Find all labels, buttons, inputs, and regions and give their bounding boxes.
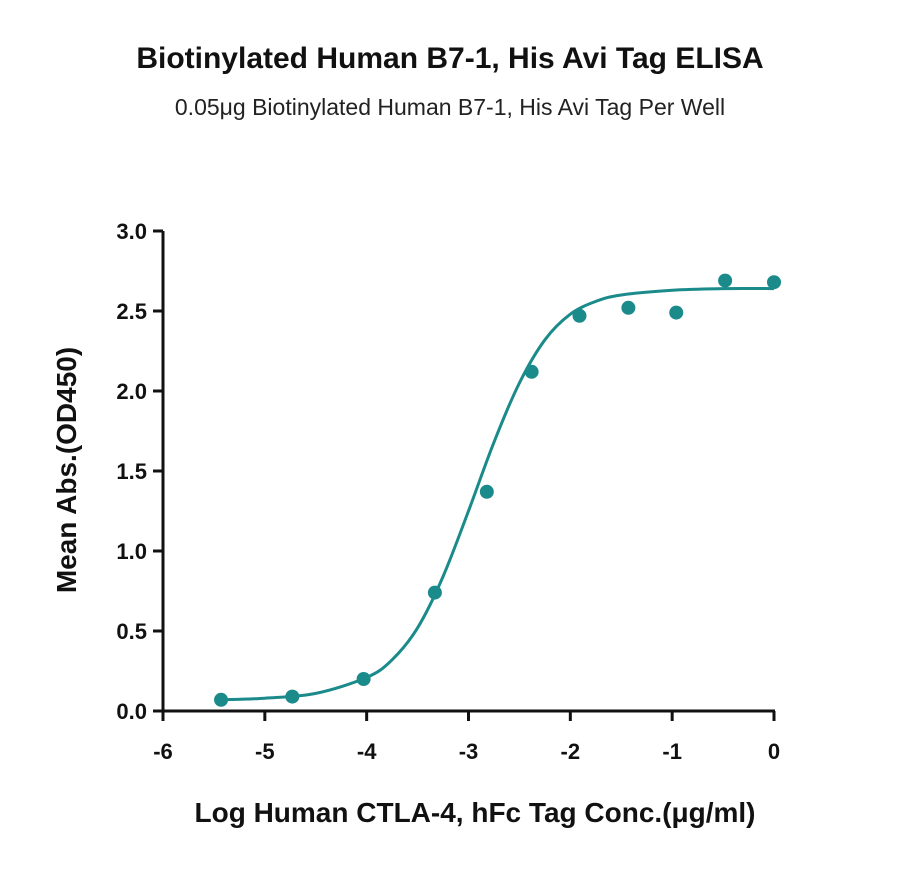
y-tick-label: 1.0 (116, 539, 147, 564)
data-point (356, 672, 371, 686)
axes: 0.0 0.5 1.0 1.5 2.0 2.5 3.0 -6 -5 -4 -3 -2 -1 0 (116, 219, 780, 764)
data-point (718, 273, 733, 288)
x-tick-label: -6 (153, 739, 173, 764)
y-tick-label: 0.5 (116, 619, 147, 644)
x-tick-label: -4 (357, 739, 377, 764)
y-tick-label: 2.5 (116, 299, 147, 324)
y-axis-label: Mean Abs.(OD450) (51, 347, 82, 593)
data-point (427, 585, 442, 600)
fit-curve-line (220, 286, 775, 702)
chart-title: Biotinylated Human B7-1, His Avi Tag ELI… (136, 42, 764, 75)
y-tick-label: 1.5 (116, 459, 147, 484)
x-tick-label: 0 (768, 739, 780, 764)
data-point (214, 692, 229, 707)
y-tick-label: 0.0 (116, 699, 147, 724)
data-points-layer (214, 273, 781, 707)
x-tick-label: -1 (662, 739, 682, 764)
x-tick-label: -3 (459, 739, 479, 764)
data-point (479, 484, 494, 499)
data-point (621, 300, 636, 315)
y-tick-label: 3.0 (116, 219, 147, 244)
x-tick-label: -5 (255, 739, 275, 764)
data-point (524, 364, 539, 379)
data-point (767, 275, 781, 290)
data-point (669, 305, 684, 320)
data-point (285, 689, 300, 704)
y-tick-label: 2.0 (116, 379, 147, 404)
chart-subtitle: 0.05μg Biotinylated Human B7-1, His Avi … (174, 94, 726, 120)
fit-curve-layer (220, 286, 775, 702)
x-tick-label: -2 (561, 739, 581, 764)
x-axis-label: Log Human CTLA-4, hFc Tag Conc.(μg/ml) (194, 797, 755, 828)
data-point (572, 308, 587, 323)
